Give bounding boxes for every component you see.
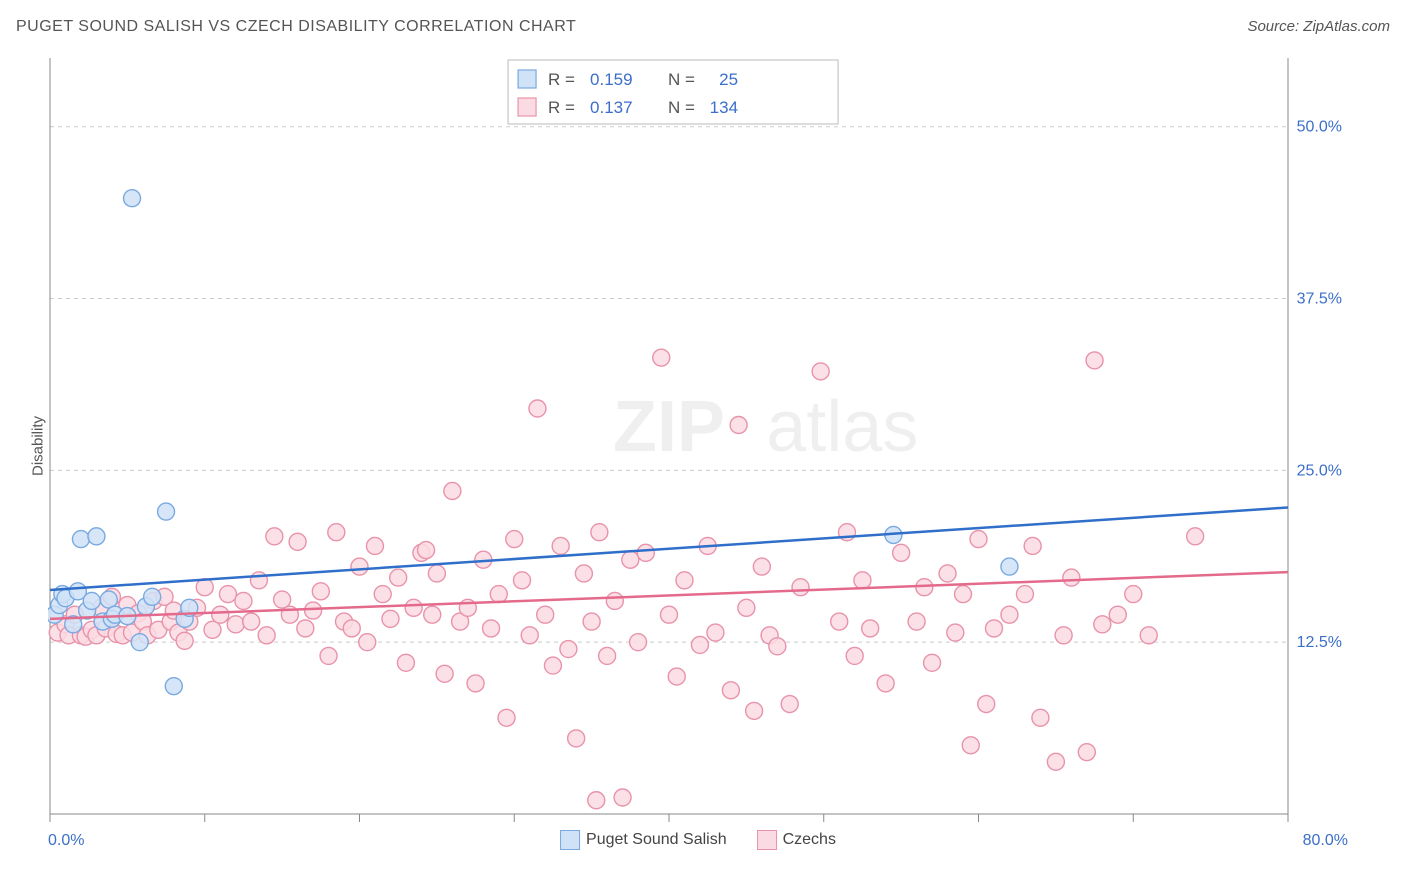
legend-swatch-czechs xyxy=(757,830,777,850)
svg-text:atlas: atlas xyxy=(766,387,918,467)
x-axis-max: 80.0% xyxy=(1303,832,1348,850)
svg-text:N =: N = xyxy=(668,98,695,117)
x-axis-min: 0.0% xyxy=(48,832,84,850)
svg-text:25: 25 xyxy=(719,70,738,89)
x-axis-labels: 0.0% Puget Sound Salish Czechs 80.0% xyxy=(48,830,1348,860)
legend-item-czechs: Czechs xyxy=(757,830,836,850)
chart-source: Source: ZipAtlas.com xyxy=(1247,18,1390,35)
legend-label-czechs: Czechs xyxy=(783,831,836,849)
series-legend: Puget Sound Salish Czechs xyxy=(560,830,836,850)
legend-swatch-salish xyxy=(560,830,580,850)
legend-label-salish: Puget Sound Salish xyxy=(586,831,727,849)
svg-text:25.0%: 25.0% xyxy=(1297,462,1342,479)
chart-plot: 12.5% 25.0% 37.5% 50.0% ZIP atlas R = 0.159 N = 2… xyxy=(48,54,1348,824)
svg-text:12.5%: 12.5% xyxy=(1297,634,1342,651)
svg-text:0.159: 0.159 xyxy=(590,70,633,89)
svg-text:37.5%: 37.5% xyxy=(1297,291,1342,308)
svg-text:N =: N = xyxy=(668,70,695,89)
svg-text:ZIP: ZIP xyxy=(613,387,725,467)
legend-item-salish: Puget Sound Salish xyxy=(560,830,727,850)
y-axis-label: Disability xyxy=(30,416,47,476)
svg-text:0.137: 0.137 xyxy=(590,98,633,117)
svg-text:50.0%: 50.0% xyxy=(1297,119,1342,136)
svg-text:R =: R = xyxy=(548,98,575,117)
svg-text:134: 134 xyxy=(710,98,738,117)
chart-title: PUGET SOUND SALISH VS CZECH DISABILITY C… xyxy=(16,18,576,36)
svg-text:R =: R = xyxy=(548,70,575,89)
